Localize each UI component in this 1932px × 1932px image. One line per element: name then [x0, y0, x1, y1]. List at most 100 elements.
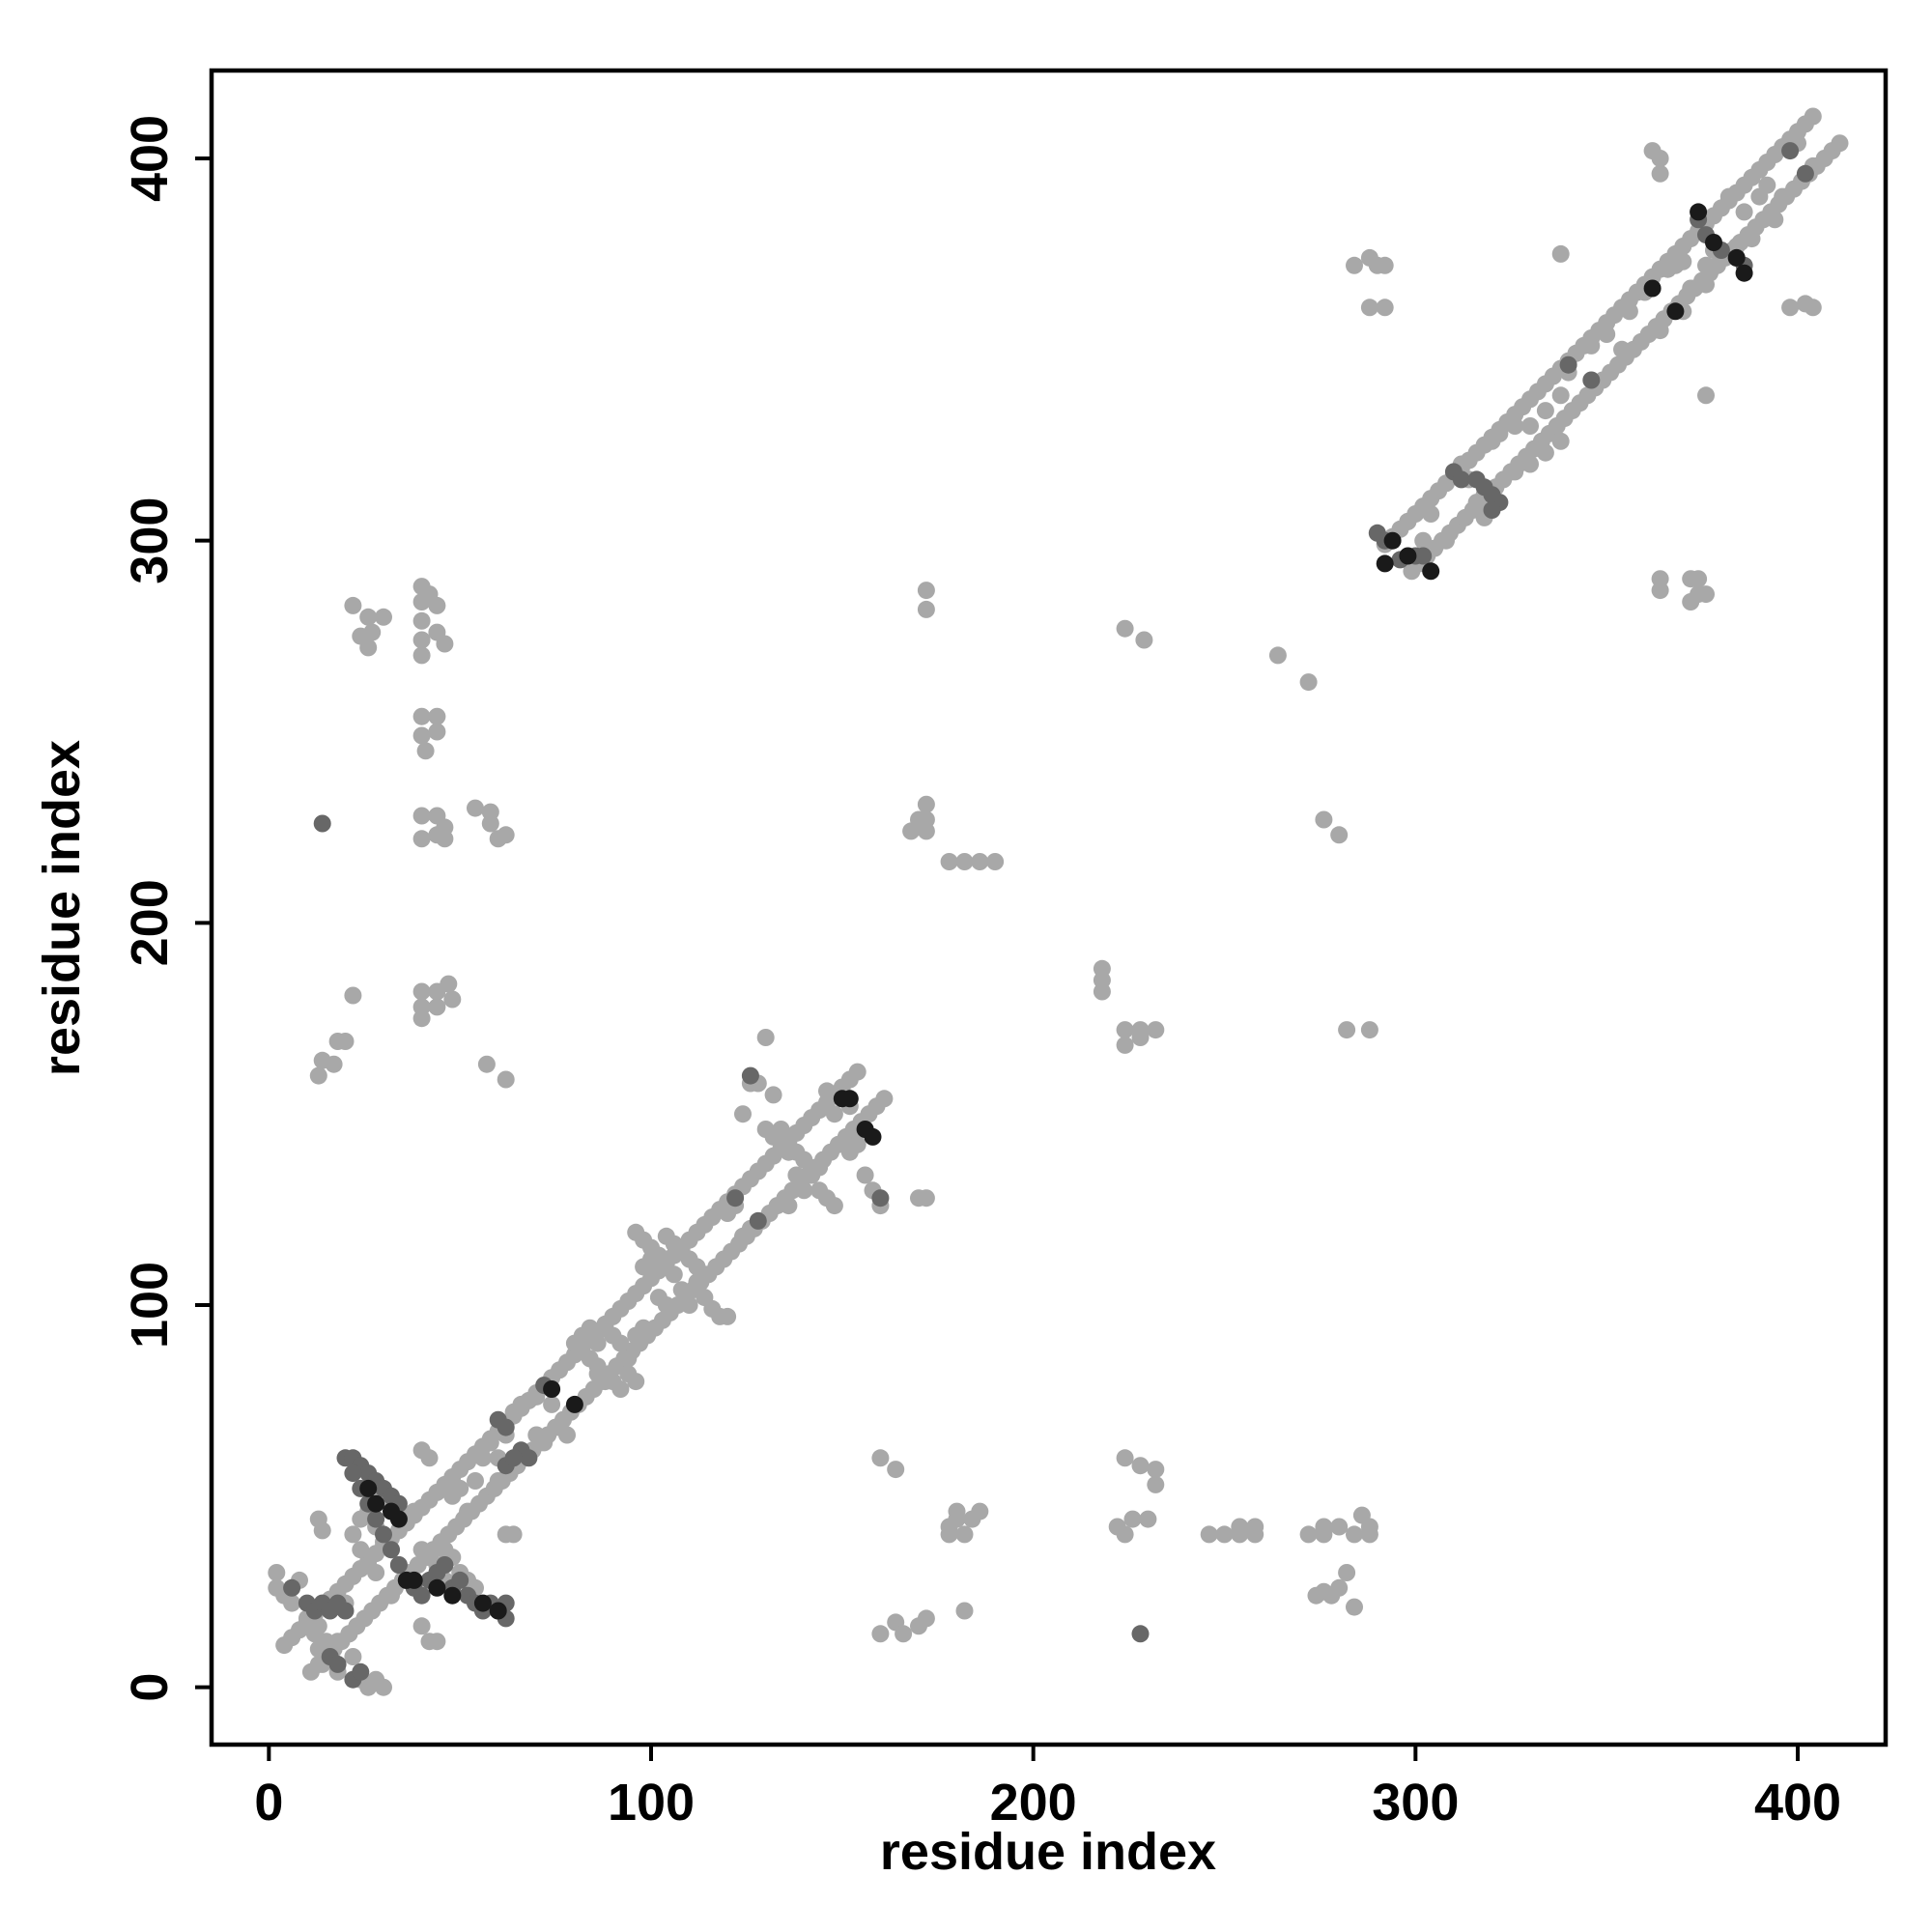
data-point: [948, 1502, 966, 1520]
data-point: [1781, 142, 1800, 160]
data-point: [535, 1434, 554, 1452]
data-point: [1116, 1021, 1134, 1039]
data-point: [451, 1479, 469, 1497]
data-point: [756, 1029, 775, 1046]
y-tick-label: 200: [121, 879, 179, 966]
data-point: [497, 1070, 515, 1089]
data-point: [1330, 1578, 1349, 1597]
data-point: [772, 1121, 790, 1138]
data-point: [856, 1166, 874, 1184]
data-point: [283, 1594, 301, 1612]
data-point: [313, 814, 331, 833]
data-point: [1781, 298, 1800, 317]
data-point: [696, 1265, 714, 1284]
data-point: [412, 1009, 431, 1028]
data-point: [1697, 275, 1715, 294]
data-point: [412, 1617, 431, 1635]
data-point: [467, 1472, 484, 1490]
data-point: [412, 611, 431, 630]
data-point: [504, 1449, 523, 1467]
data-point: [1551, 244, 1570, 263]
data-point: [1376, 298, 1394, 317]
data-point: [359, 1556, 378, 1574]
data-point: [1116, 619, 1134, 638]
data-point: [1246, 1525, 1264, 1544]
data-point: [1452, 470, 1470, 489]
data-point: [436, 635, 454, 653]
data-point: [477, 1055, 496, 1073]
data-point: [1804, 298, 1822, 317]
data-point: [741, 1066, 759, 1085]
x-tick-label: 100: [608, 1774, 695, 1832]
data-point: [1582, 336, 1601, 355]
data-point: [309, 1066, 327, 1085]
data-point: [428, 998, 446, 1016]
data-point: [1399, 547, 1417, 565]
data-point: [657, 1296, 675, 1314]
data-point: [283, 1578, 301, 1597]
data-point: [565, 1395, 583, 1413]
data-point: [336, 1602, 355, 1620]
data-point: [1651, 582, 1669, 600]
data-point: [1376, 256, 1394, 274]
data-point: [473, 1594, 492, 1612]
data-point: [635, 1319, 653, 1337]
data-point: [1330, 1518, 1349, 1536]
data-point: [1697, 256, 1715, 274]
data-point: [412, 707, 431, 725]
x-tick-label: 300: [1372, 1774, 1459, 1832]
data-point: [1735, 264, 1753, 282]
data-point: [363, 623, 382, 641]
data-point: [1147, 1475, 1165, 1493]
data-point: [1147, 1021, 1165, 1039]
data-point: [1360, 1021, 1378, 1039]
data-point: [489, 1602, 507, 1620]
data-point: [352, 1541, 370, 1559]
data-point: [344, 1464, 362, 1483]
data-point: [940, 1518, 958, 1536]
data-point: [520, 1449, 538, 1467]
data-point: [489, 1472, 507, 1490]
data-point: [887, 1461, 905, 1479]
data-point: [734, 1105, 752, 1123]
data-point: [1299, 1525, 1318, 1544]
data-point: [795, 1151, 813, 1169]
data-point: [825, 1197, 843, 1215]
x-tick-label: 400: [1754, 1774, 1841, 1832]
data-point: [840, 1090, 859, 1108]
data-point: [1437, 531, 1455, 550]
data-point: [1651, 322, 1669, 340]
data-point: [1705, 234, 1722, 251]
plot-frame: [209, 68, 1889, 1747]
data-point: [344, 1525, 362, 1544]
data-point: [1299, 673, 1318, 692]
data-point: [558, 1426, 576, 1444]
data-point: [412, 830, 431, 848]
data-point: [367, 1510, 385, 1528]
data-point: [1399, 512, 1417, 530]
data-point: [1582, 371, 1601, 389]
data-point: [627, 1373, 645, 1391]
data-point: [344, 1648, 362, 1665]
data-point: [1666, 302, 1685, 321]
data-point: [917, 1609, 935, 1628]
data-point: [473, 1449, 492, 1467]
data-point: [917, 1189, 935, 1208]
data-point: [1620, 302, 1638, 321]
data-point: [1551, 386, 1570, 405]
data-point: [1139, 1510, 1157, 1528]
data-point: [1727, 248, 1746, 267]
data-point: [910, 810, 927, 829]
y-tick-label: 400: [121, 115, 179, 202]
data-point: [1131, 1029, 1150, 1046]
data-point: [440, 975, 458, 993]
data-point: [611, 1334, 630, 1352]
data-point: [467, 799, 484, 817]
data-point: [825, 1105, 843, 1123]
x-axis: 0 100 200 300 400: [254, 1745, 1841, 1832]
data-point: [543, 1380, 561, 1398]
data-point: [325, 1055, 343, 1073]
data-point: [375, 608, 392, 626]
data-point: [1315, 1518, 1333, 1536]
data-point: [581, 1319, 599, 1337]
